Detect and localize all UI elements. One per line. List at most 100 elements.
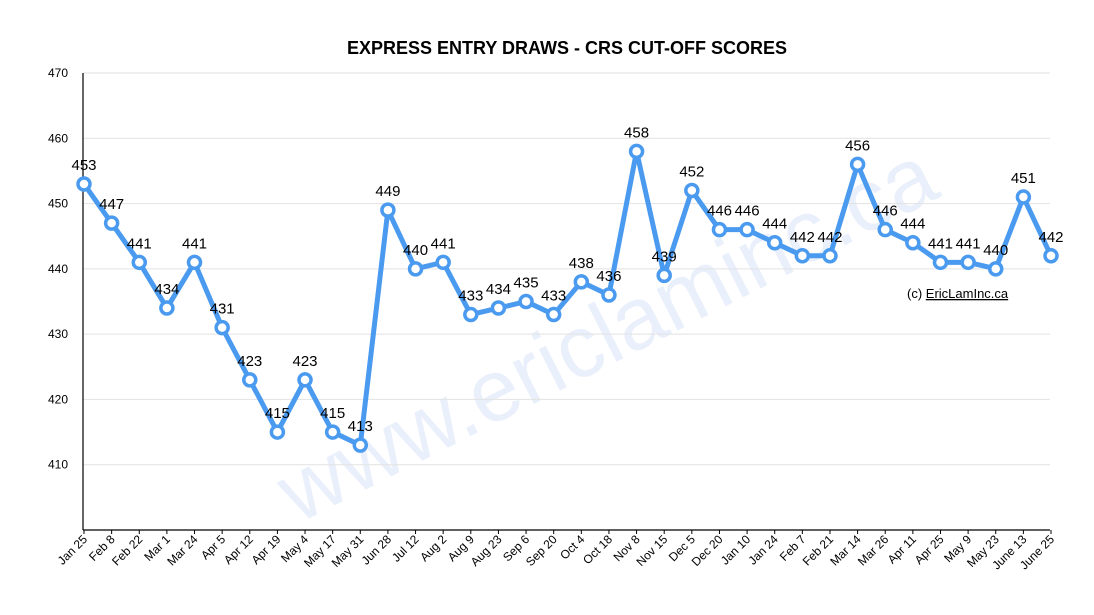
gridlines [83,72,1050,466]
data-label: 441 [127,235,152,252]
x-tick-label: Feb 22 [109,532,146,569]
y-tick-label: 460 [48,131,68,145]
data-label: 458 [624,124,649,141]
data-label: 415 [265,405,290,422]
data-point [987,261,1004,277]
x-tick-label: Nov 15 [634,532,671,569]
data-point [573,274,590,290]
data-label: 439 [652,248,677,265]
data-point [601,287,617,303]
data-point [186,254,203,271]
data-label: 415 [320,405,345,422]
data-label: 434 [486,281,511,298]
data-point [352,437,369,453]
x-tick-label: May 31 [329,532,367,570]
x-tick-label: Apr 12 [221,532,256,567]
data-label: 434 [154,281,179,298]
data-point [794,248,811,264]
data-point [407,261,424,277]
data-label: 449 [375,183,400,200]
data-point [103,215,120,231]
data-point [932,254,949,271]
data-label: 423 [293,353,318,370]
data-label: 442 [1038,229,1063,246]
data-point [269,424,286,440]
data-point [822,248,838,264]
x-tick-label: Mar 24 [164,532,201,569]
y-tick-label: 450 [48,197,68,211]
data-point [324,424,341,440]
data-point [877,221,893,238]
data-point [214,319,230,336]
data-label: 441 [928,235,953,252]
axes [82,73,1050,531]
data-point [545,306,562,323]
data-point [766,234,783,251]
data-label: 444 [762,216,787,233]
data-label: 441 [182,235,207,252]
data-label: 446 [735,203,760,220]
credit-text: (c) EricLamInc.ca [907,286,1009,301]
x-tick-label: Dec 20 [689,532,726,569]
y-axis-ticks: 410 420 430 440 450 460 470 [48,66,68,472]
data-label: 423 [237,353,262,370]
data-point [960,254,976,271]
y-tick-label: 430 [48,327,68,341]
y-tick-label: 470 [48,66,68,80]
y-tick-label: 410 [48,458,68,472]
data-label: 446 [707,203,732,220]
data-label: 447 [99,196,124,213]
data-label: 456 [845,137,870,154]
data-point [849,156,866,173]
data-point [380,202,396,218]
data-point [905,234,921,251]
x-tick-label: Jul 12 [389,532,422,565]
data-label: 433 [458,288,483,305]
data-point [159,300,175,316]
x-tick-label: Mar 26 [855,532,892,569]
watermark: www.ericlaminc.ca [260,124,951,541]
credit-prefix: (c) [907,286,926,301]
x-tick-label: Sep 20 [523,532,560,569]
data-point [684,182,700,199]
data-point [518,293,534,310]
data-point [490,300,507,316]
data-label: 438 [569,255,594,272]
data-point [131,254,148,271]
data-label: 413 [348,418,373,435]
x-tick-label: Aug 2 [417,532,449,564]
data-point [242,372,258,388]
data-point [1043,248,1059,264]
chart-title: EXPRESS ENTRY DRAWS - CRS CUT-OFF SCORES [347,38,787,58]
data-label: 441 [956,235,981,252]
x-tick-label: Jun 28 [359,532,395,568]
data-point [711,221,728,238]
x-tick-label: Jan 10 [718,532,754,568]
data-label: 444 [900,216,925,233]
data-label: 435 [514,275,539,292]
x-tick-label: Apr 11 [885,532,920,567]
data-point [628,143,645,160]
data-point [435,254,451,271]
data-label: 440 [403,242,428,259]
data-label: 433 [541,288,566,305]
data-label: 442 [817,229,842,246]
y-tick-label: 420 [48,392,68,406]
y-tick-label: 440 [48,262,68,276]
data-label: 431 [210,301,235,318]
data-label: 436 [596,268,621,285]
data-point [739,221,755,238]
x-tick-label: Jan 24 [745,532,781,568]
x-tick-label: Jan 25 [55,532,91,568]
x-tick-label: Oct 18 [580,532,615,567]
data-label: 446 [873,203,898,220]
data-label: 451 [1011,170,1036,187]
x-tick-label: Apr 19 [249,532,284,567]
x-tick-label: Apr 25 [912,532,947,567]
data-label: 442 [790,229,815,246]
credit-link[interactable]: EricLamInc.ca [926,286,1009,301]
data-label: 453 [71,157,96,174]
